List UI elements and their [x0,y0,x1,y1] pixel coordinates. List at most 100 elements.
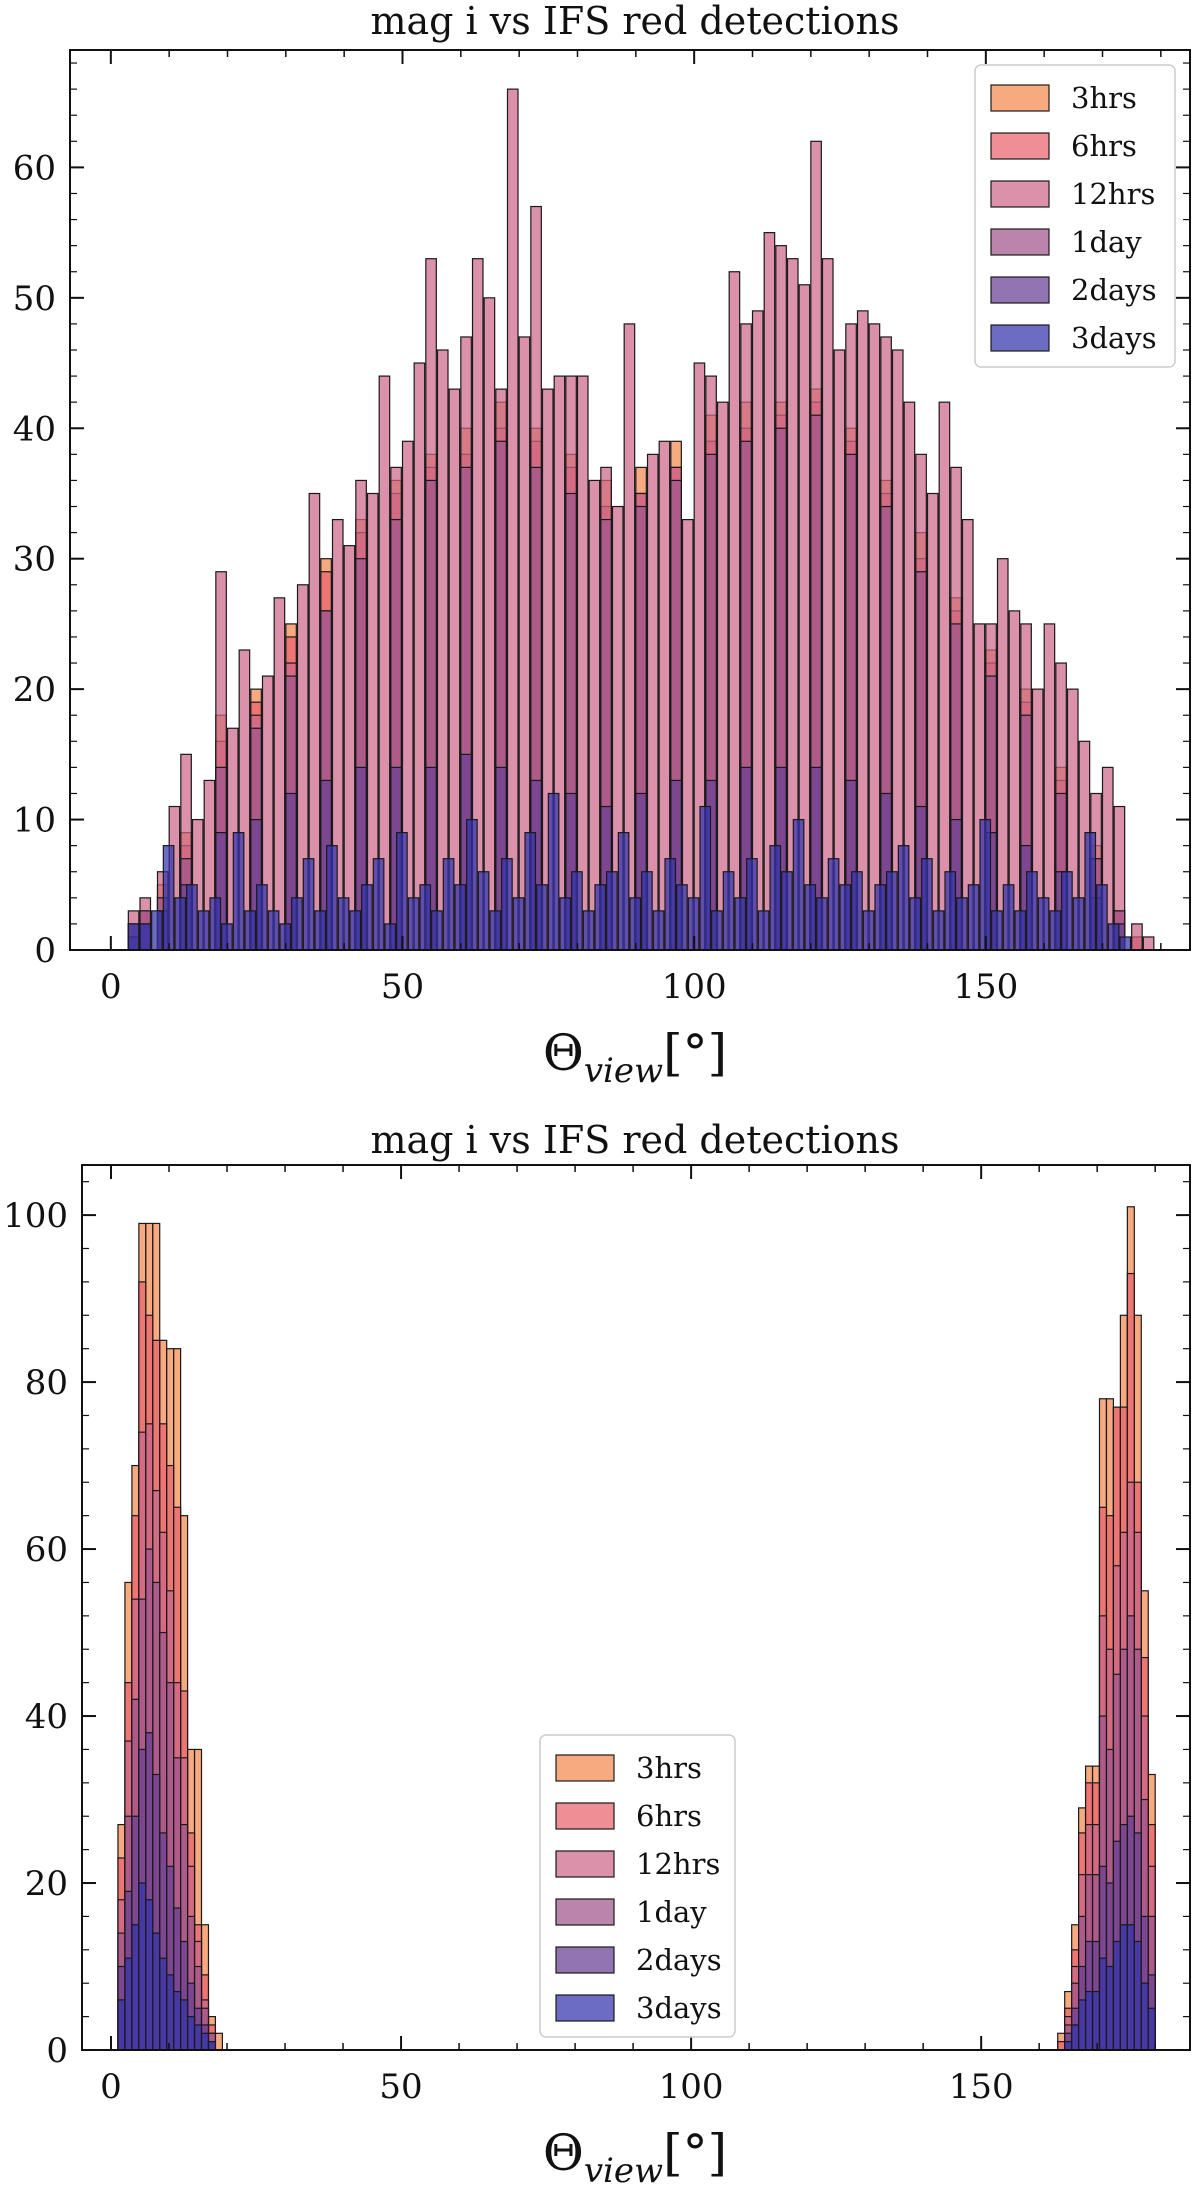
x-tick-label: 50 [381,967,424,1007]
legend-label: 3hrs [636,1751,702,1785]
y-tick-label: 40 [25,1697,68,1737]
histogram-bar [1084,832,1097,951]
plot-area: 0 50 100 150 0 10 20 30 40 50 60 3hrs 6hrs 12hrs 1day 2… [13,49,1191,1007]
histogram-bar [384,923,397,951]
histogram-bar [711,910,723,951]
histogram-bar [1140,1982,1149,2051]
histogram-bar [180,1999,189,2051]
legend-label: 3days [1071,321,1157,355]
histogram-bar [1112,1940,1121,2051]
y-tick-label: 80 [25,1363,68,1403]
histogram-bar [442,858,455,951]
histogram-bar [1091,1990,1101,2051]
histogram-bar [273,597,286,951]
histogram-bar [868,323,881,951]
histogram-bar [256,884,268,951]
histogram-bar [1107,923,1120,951]
y-tick-label: 30 [13,540,56,580]
histogram-bar [874,884,887,951]
histogram-bar [174,897,187,951]
legend-swatch [990,132,1050,160]
histogram-bar [594,884,607,951]
histogram-bar [200,2032,210,2051]
histogram-bar [559,897,572,951]
y-tick-label: 0 [34,931,56,971]
histogram-bar [751,310,764,951]
histogram-bar [407,897,420,951]
histogram-bar [734,897,747,951]
legend-label: 3hrs [1071,81,1137,115]
legend-swatch [555,1898,615,1926]
x-axis-label: Θview[°] [543,2124,727,2186]
legend-label: 12hrs [1071,177,1155,211]
y-tick-label: 50 [13,279,56,319]
histogram-bar [991,910,1003,951]
histogram-bar [763,232,776,951]
histogram-bar [159,1957,168,2051]
y-tick-label: 100 [3,1196,68,1236]
histogram-bar [571,871,583,951]
histogram-bar [454,884,467,951]
histogram-bar [152,1932,161,2051]
y-tick-label: 60 [13,148,56,188]
histogram-bar [209,897,222,951]
histogram-bar [804,884,817,951]
histogram-bar [1002,884,1015,951]
histogram-bar [124,1957,133,2051]
legend-swatch [555,1994,615,2022]
histogram-bar [207,2041,217,2051]
histogram-bar [214,2032,223,2051]
histogram-bar [816,897,828,951]
histogram-bar [746,858,758,951]
plot-area: 0 50 100 150 0 20 40 60 80 100 3hrs 6hrs 12hrs 1day 2d… [3,1164,1191,2107]
histogram-chart-top: mag i vs IFS red detections 0 50 100 150 0 10… [13,0,1191,1091]
histogram-bar [536,884,548,951]
histogram-bar [664,858,677,951]
plot-frame [69,49,1191,951]
histogram-bar [938,401,951,951]
histogram-bar [193,2024,203,2051]
legend-label: 12hrs [636,1847,720,1881]
histogram-bar [1147,2007,1156,2051]
histogram-bar [617,832,630,951]
histogram-bar [337,897,350,951]
histogram-bar [127,923,140,951]
y-tick-label: 20 [13,670,56,710]
histogram-bar [512,897,525,951]
histogram-bar [117,1999,126,2051]
legend: 3hrs 6hrs 12hrs 1day 2days 3days [974,64,1176,368]
histogram-bar [676,884,688,951]
legend-swatch [990,180,1050,208]
histogram-bar [506,88,519,951]
histogram-bar [173,1990,182,2051]
histogram-bar [477,871,490,951]
histogram-bar [781,871,793,951]
histogram-bar [314,910,327,951]
histogram-bar [302,858,315,951]
histogram-bar [524,832,537,951]
histogram-bar [139,923,152,951]
histogram-bar [291,897,303,951]
histogram-bar [1096,884,1108,951]
legend-swatch [555,1850,615,1878]
histogram-bar [582,910,595,951]
histogram-bar [979,818,992,951]
histogram-bar [1014,910,1027,951]
histogram-bar [827,858,840,951]
legend-label: 2days [1071,273,1157,307]
histogram-bar [232,832,245,951]
plot-frame [81,1164,1191,2051]
histogram-bar [197,910,210,951]
histogram-bar [1037,897,1050,951]
histogram-bar [909,897,922,951]
histogram-bar [1057,2041,1066,2051]
histogram-bar [162,845,175,951]
x-tick-label: 0 [100,967,122,1007]
histogram-bar [699,805,712,951]
histogram-bar [652,910,665,951]
histogram-bar [576,375,589,951]
histogram-bar [244,910,257,951]
histogram-bar [501,858,513,951]
histogram-bar [186,884,198,951]
